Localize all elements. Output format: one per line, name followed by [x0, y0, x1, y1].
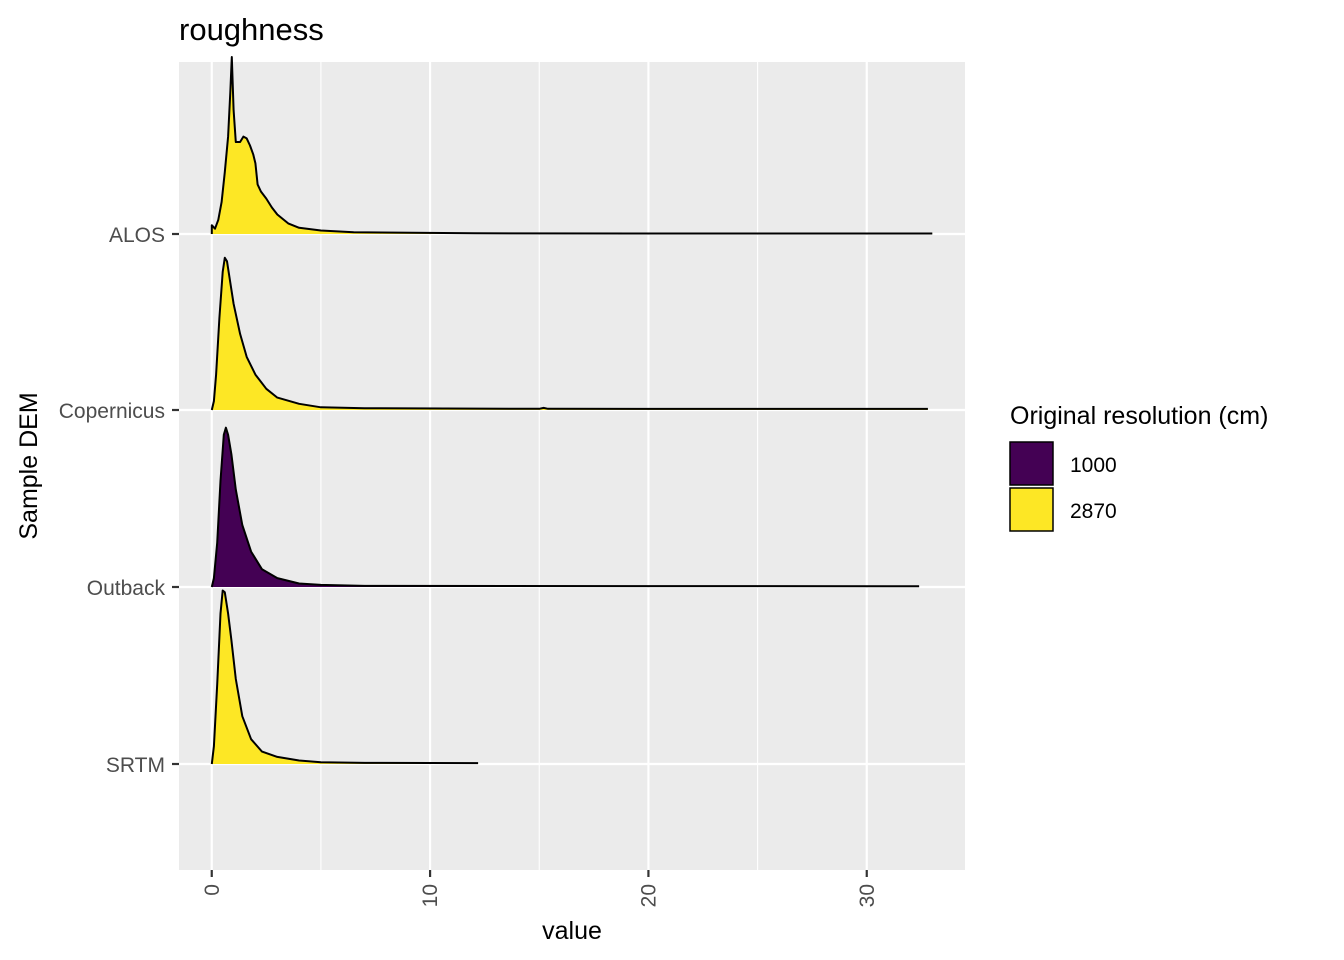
ridge-fill-srtm	[211, 590, 479, 764]
legend: Original resolution (cm) 1000 2870	[1009, 402, 1268, 532]
ridge-line-copernicus	[210, 256, 928, 411]
y-tick-label: Outback	[87, 577, 166, 600]
x-tick-label: 20	[637, 884, 660, 907]
x-axis: 0 10 20 30	[201, 870, 879, 907]
ridge-line-alos	[210, 56, 933, 235]
ridge-line-srtm	[210, 589, 479, 765]
legend-entries: 1000 2870	[1009, 441, 1117, 532]
chart-title: roughness	[179, 12, 324, 47]
plot-panel	[179, 56, 965, 870]
ridge-line-outback	[210, 426, 920, 588]
legend-title: Original resolution (cm)	[1010, 402, 1268, 430]
x-tick-label: 30	[856, 884, 879, 907]
x-tick-label: 0	[201, 884, 224, 896]
x-axis-title: value	[542, 917, 602, 945]
x-tick-label: 10	[419, 884, 442, 907]
y-tick-label: SRTM	[106, 754, 165, 777]
y-tick-label: Copernicus	[59, 400, 165, 423]
legend-key-2870	[1009, 487, 1054, 532]
legend-key-1000	[1009, 441, 1054, 486]
legend-label-2870: 2870	[1070, 500, 1117, 523]
y-axis-title: Sample DEM	[15, 392, 43, 539]
y-axis: ALOS Copernicus Outback SRTM	[59, 224, 179, 777]
y-tick-label: ALOS	[109, 224, 165, 247]
density-ridges	[210, 56, 933, 765]
legend-label-1000: 1000	[1070, 454, 1117, 477]
